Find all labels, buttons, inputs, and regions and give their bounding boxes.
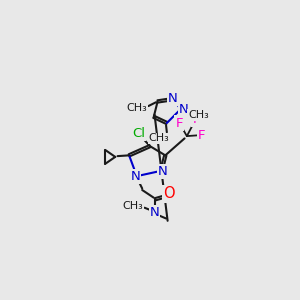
Text: N: N	[150, 206, 159, 219]
Text: CH₃: CH₃	[126, 103, 147, 112]
Text: Cl: Cl	[132, 127, 145, 140]
Text: CH₃: CH₃	[123, 201, 143, 211]
Text: F: F	[192, 113, 200, 126]
Text: F: F	[198, 129, 205, 142]
Text: N: N	[130, 170, 140, 183]
Text: CH₃: CH₃	[188, 110, 209, 120]
Text: F: F	[176, 116, 183, 130]
Text: CH₃: CH₃	[149, 134, 170, 143]
Text: O: O	[163, 186, 175, 201]
Text: N: N	[168, 92, 178, 105]
Text: N: N	[158, 165, 168, 178]
Text: N: N	[179, 103, 189, 116]
